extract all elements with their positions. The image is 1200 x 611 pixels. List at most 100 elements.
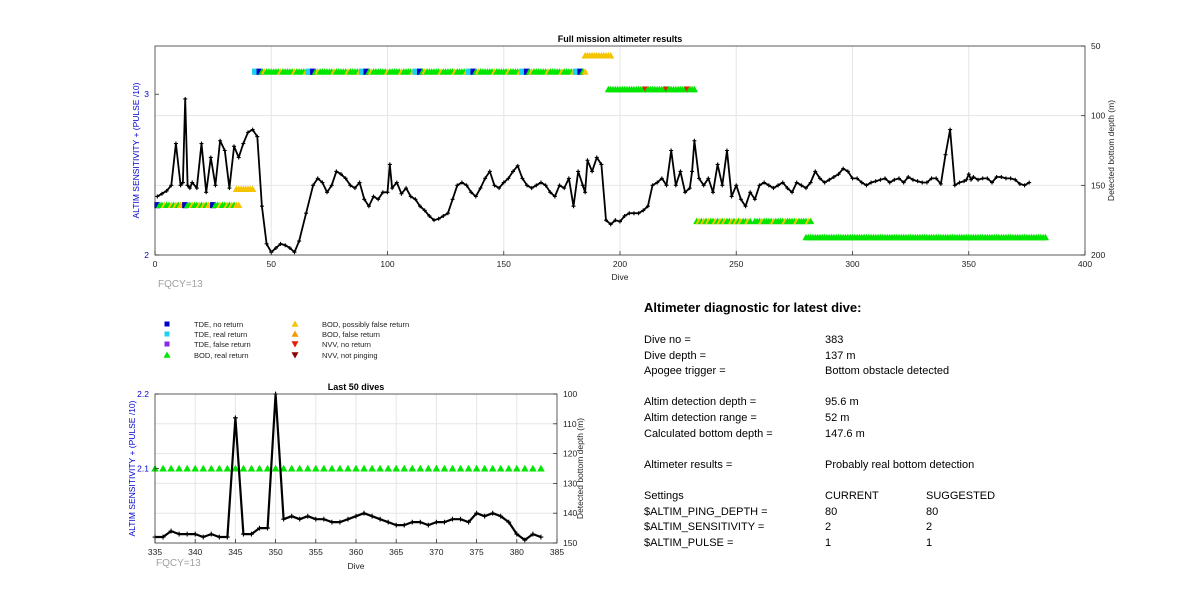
diagnostic-title: Altimeter diagnostic for latest dive:	[644, 300, 862, 315]
setting-row-sensitivity: $ALTIM_SENSITIVITY = 2 2	[644, 520, 1164, 536]
bottom-depth-point	[985, 176, 990, 181]
bottom-depth-point	[176, 531, 182, 537]
bottom-depth-point	[869, 180, 874, 185]
bottom-depth-point	[155, 194, 160, 199]
altimeter-marker-triangle-up	[432, 464, 441, 472]
bottom-depth-point	[706, 176, 711, 181]
bottom-depth-point	[952, 183, 957, 188]
x-tick-label: 360	[349, 547, 363, 557]
bottom-depth-point	[971, 174, 976, 179]
bottom-depth-point	[583, 190, 588, 195]
altimeter-marker-triangle-up	[807, 217, 815, 225]
bottom-depth-point	[385, 190, 390, 195]
legend-marker-square	[164, 341, 170, 347]
bottom-depth-point	[265, 525, 270, 531]
calc-depth-label: Calculated bottom depth =	[644, 427, 773, 440]
bottom-depth-point	[743, 204, 748, 209]
apogee-trigger-row: Apogee trigger = Bottom obstacle detecte…	[644, 364, 1164, 380]
bottom-depth-point	[631, 211, 636, 216]
altimeter-marker-triangle-up	[746, 217, 754, 225]
bottom-depth-point	[804, 186, 808, 191]
bottom-depth-point	[780, 180, 785, 185]
bottom-depth-point	[466, 519, 471, 525]
bottom-depth-point	[434, 519, 439, 525]
bottom-depth-point	[297, 516, 303, 522]
altimeter-marker-triangle-up	[529, 464, 537, 472]
x-tick-label: 370	[429, 547, 443, 557]
apogee-trigger-label: Apogee trigger =	[644, 365, 726, 378]
bottom-depth-point	[506, 519, 512, 525]
y-left-axis-label: ALTIM SENSITIVITY + (PULSE /10)	[127, 400, 137, 536]
altimeter-marker-triangle-up	[472, 464, 481, 472]
altimeter-marker-triangle-up	[416, 464, 425, 472]
bottom-depth-point	[659, 176, 664, 181]
altimeter-marker-triangle-up	[312, 464, 320, 472]
setting-suggested: 1	[926, 536, 933, 549]
bottom-depth-point	[357, 180, 362, 185]
bottom-depth-point	[566, 176, 571, 181]
bottom-depth-point	[445, 211, 450, 216]
y-right-tick-label: 140	[563, 508, 577, 518]
bottom-depth-point	[690, 169, 695, 174]
bottom-depth-point	[1008, 176, 1013, 181]
bottom-depth-point	[878, 177, 883, 182]
bottom-depth-point	[380, 190, 385, 195]
bottom-depth-point	[673, 183, 678, 188]
bottom-depth-point	[427, 213, 432, 218]
bottom-depth-point	[450, 197, 455, 202]
bottom-depth-point	[334, 169, 339, 174]
chart-title: Last 50 dives	[328, 382, 385, 392]
bottom-depth-point	[361, 510, 367, 516]
altimeter-marker-triangle-up	[249, 185, 257, 192]
bottom-depth-point	[459, 180, 464, 185]
bottom-depth-point	[969, 177, 974, 182]
bottom-depth-point	[557, 183, 562, 188]
bottom-depth-point	[185, 183, 190, 188]
bottom-depth-point	[473, 194, 478, 199]
x-tick-label: 200	[613, 259, 627, 269]
bottom-depth-point	[273, 246, 278, 251]
bottom-depth-point	[1022, 183, 1027, 188]
bottom-depth-point	[200, 534, 206, 540]
bottom-depth-point	[409, 519, 415, 525]
bottom-depth-point	[450, 516, 455, 522]
apogee-trigger-value: Bottom obstacle detected	[825, 365, 950, 378]
legend-marker-triangle-up	[163, 351, 171, 358]
bottom-depth-point	[883, 176, 888, 181]
altimeter-marker-triangle-up	[424, 464, 433, 472]
altimeter-marker-square	[182, 202, 189, 209]
bottom-depth-point	[892, 177, 897, 182]
altimeter-marker-triangle-up	[191, 464, 199, 472]
bottom-depth-point	[655, 180, 660, 185]
bottom-depth-point	[757, 183, 762, 188]
altimeter-marker-triangle-up	[352, 464, 360, 472]
bottom-depth-point	[1003, 176, 1008, 181]
bottom-depth-point	[701, 183, 706, 188]
bottom-depth-point	[543, 183, 548, 188]
bottom-depth-point	[352, 186, 357, 191]
bottom-depth-point	[204, 190, 209, 195]
bottom-depth-point	[1017, 181, 1022, 186]
altimeter-marker-triangle-up	[513, 464, 521, 472]
calc-depth-value: 147.6 m	[825, 427, 865, 440]
bottom-depth-point	[192, 531, 198, 537]
bottom-depth-point	[159, 191, 164, 196]
altimeter-marker-square	[470, 68, 477, 75]
bottom-depth-point	[790, 190, 795, 195]
bottom-depth-point	[343, 176, 348, 181]
altimeter-marker-triangle-up	[504, 464, 513, 472]
bottom-depth-point	[729, 194, 734, 199]
bottom-depth-point	[771, 186, 776, 191]
bottom-depth-point	[320, 180, 325, 185]
bottom-depth-point	[497, 186, 502, 191]
dive-no-value: 383	[825, 334, 844, 346]
settings-label: Settings	[644, 489, 684, 502]
bottom-depth-point	[1027, 180, 1032, 185]
setting-row-pulse: $ALTIM_PULSE = 1 1	[644, 536, 1164, 552]
legend-label: BOD, real return	[194, 351, 249, 360]
x-axis-label: Dive	[611, 272, 628, 282]
bottom-depth-point	[938, 181, 943, 186]
bottom-depth-point	[187, 186, 192, 191]
dive-depth-value: 137 m	[825, 349, 856, 362]
